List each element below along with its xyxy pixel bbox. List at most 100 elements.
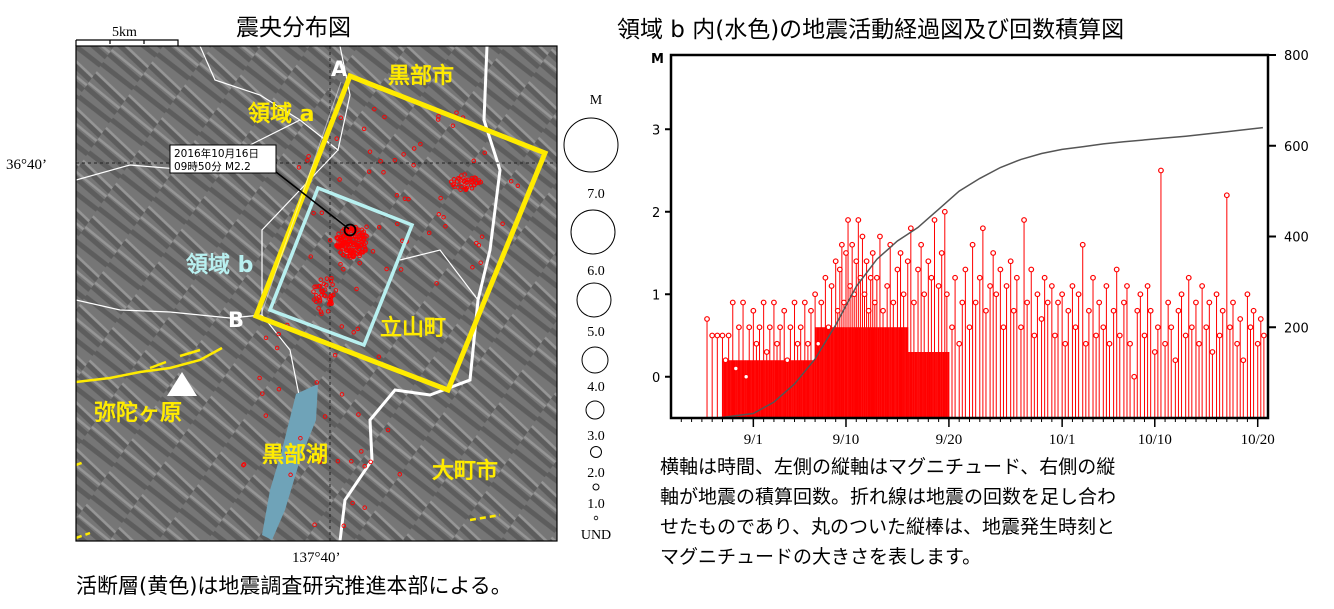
map-caption: 活断層(黄色)は地震調査研究推進本部による。 xyxy=(76,574,512,598)
epicenter-dot xyxy=(338,237,343,243)
event-marker xyxy=(1247,324,1254,331)
epicenter-dot xyxy=(332,352,338,358)
epicenter-dot xyxy=(337,177,342,182)
label-kurobe-city: 黒部市 xyxy=(388,63,454,89)
epicenter-dot xyxy=(338,235,343,241)
epicenter-dot xyxy=(314,380,320,385)
epicenter-dot xyxy=(263,335,269,341)
event-marker xyxy=(1254,340,1261,347)
event-marker xyxy=(1065,307,1072,314)
event-marker xyxy=(1260,332,1267,339)
right-tick-label: 600 xyxy=(1284,140,1309,155)
event-marker xyxy=(1093,332,1100,339)
event-marker xyxy=(1206,299,1213,306)
epicenter-dot xyxy=(482,150,487,156)
epicenter-dot xyxy=(339,392,345,397)
epicenter-dot xyxy=(311,297,317,302)
epicenter-dot xyxy=(385,427,391,433)
epicenter-dot xyxy=(274,345,280,351)
epicenter-dot xyxy=(376,354,382,360)
epicenter-dot xyxy=(435,117,441,122)
event-marker xyxy=(990,250,997,256)
event-marker xyxy=(1209,349,1216,355)
epicenter-dot xyxy=(361,229,367,235)
event-marker xyxy=(808,307,814,314)
event-marker xyxy=(794,340,801,347)
event-marker xyxy=(832,258,839,265)
event-marker xyxy=(1106,340,1113,347)
epicenter-dot xyxy=(443,224,448,229)
event-marker xyxy=(1172,357,1179,364)
left-tick-label: 2 xyxy=(652,206,660,221)
event-marker xyxy=(1193,299,1199,306)
event-marker xyxy=(849,241,856,248)
epicenter-dot xyxy=(276,331,281,337)
event-marker xyxy=(777,324,784,331)
epicenter-dot xyxy=(336,231,341,236)
event-marker xyxy=(1131,373,1138,380)
legend-level-2: 2.0 xyxy=(587,466,605,481)
event-marker xyxy=(736,324,742,331)
epicenter-dot xyxy=(343,241,349,246)
event-marker xyxy=(1018,324,1024,331)
event-marker xyxy=(843,250,849,256)
epicenter-dot xyxy=(401,152,406,157)
chart-caption-line: 横軸は時間、左側の縦軸はマグニチュード、右側の縦 xyxy=(660,456,1116,478)
region-b-outline xyxy=(267,185,415,348)
event-marker xyxy=(887,241,894,248)
epicenter-dot xyxy=(350,251,355,256)
epicenter-dot xyxy=(478,179,484,185)
event-marker xyxy=(750,307,757,314)
event-marker xyxy=(865,307,872,314)
event-marker xyxy=(972,299,979,306)
event-marker xyxy=(732,365,739,372)
event-marker xyxy=(1178,291,1185,298)
epicenter-dot xyxy=(329,276,334,281)
chart-caption-line: マグニチュードの大きさを表します。 xyxy=(660,546,982,568)
event-marker xyxy=(719,332,726,339)
event-marker xyxy=(877,233,883,240)
event-marker xyxy=(1069,283,1076,289)
event-marker xyxy=(1227,324,1233,331)
event-marker xyxy=(1213,291,1220,298)
epicenter-dot xyxy=(257,375,262,381)
epicenter-dot xyxy=(355,326,361,332)
label-point-b: B xyxy=(228,308,244,332)
epicenter-dot xyxy=(338,261,343,267)
event-marker xyxy=(787,324,794,331)
event-marker xyxy=(1120,299,1127,306)
epicenter-dot xyxy=(345,241,350,246)
event-marker xyxy=(1010,307,1017,314)
epicenter-dot xyxy=(459,173,464,178)
event-marker xyxy=(966,324,973,331)
event-marker xyxy=(1096,299,1103,306)
event-marker xyxy=(1134,307,1141,314)
scale-label: 5km xyxy=(112,25,137,40)
event-marker xyxy=(1031,332,1038,339)
epicenter-dot xyxy=(356,246,362,252)
epicenter-dot xyxy=(469,186,475,191)
epicenter-dot xyxy=(316,284,322,289)
event-marker xyxy=(818,299,825,306)
label-tateyama: 立山町 xyxy=(380,315,446,341)
epicenter-dot xyxy=(353,236,359,242)
right-tick-label: 800 xyxy=(1284,49,1309,64)
epicenter-dot xyxy=(328,278,334,284)
epicenter-dot xyxy=(472,175,477,180)
event-marker xyxy=(962,266,969,273)
epicenter-dot xyxy=(340,240,346,246)
epicenter-dot xyxy=(329,300,334,306)
event-marker xyxy=(1041,274,1048,281)
epicenter-dot xyxy=(448,179,454,185)
chart-caption-line: せたものであり、丸のついた縦棒は、地震発生時刻と xyxy=(660,516,1116,538)
event-marker xyxy=(784,357,791,364)
event-marker xyxy=(855,217,862,223)
event-marker xyxy=(743,373,750,380)
event-marker xyxy=(884,283,891,289)
event-marker xyxy=(1090,274,1096,281)
event-marker xyxy=(1013,274,1020,281)
event-marker xyxy=(834,307,841,314)
event-marker xyxy=(1234,340,1241,347)
epicenter-dot xyxy=(362,505,367,510)
event-marker xyxy=(740,299,746,306)
